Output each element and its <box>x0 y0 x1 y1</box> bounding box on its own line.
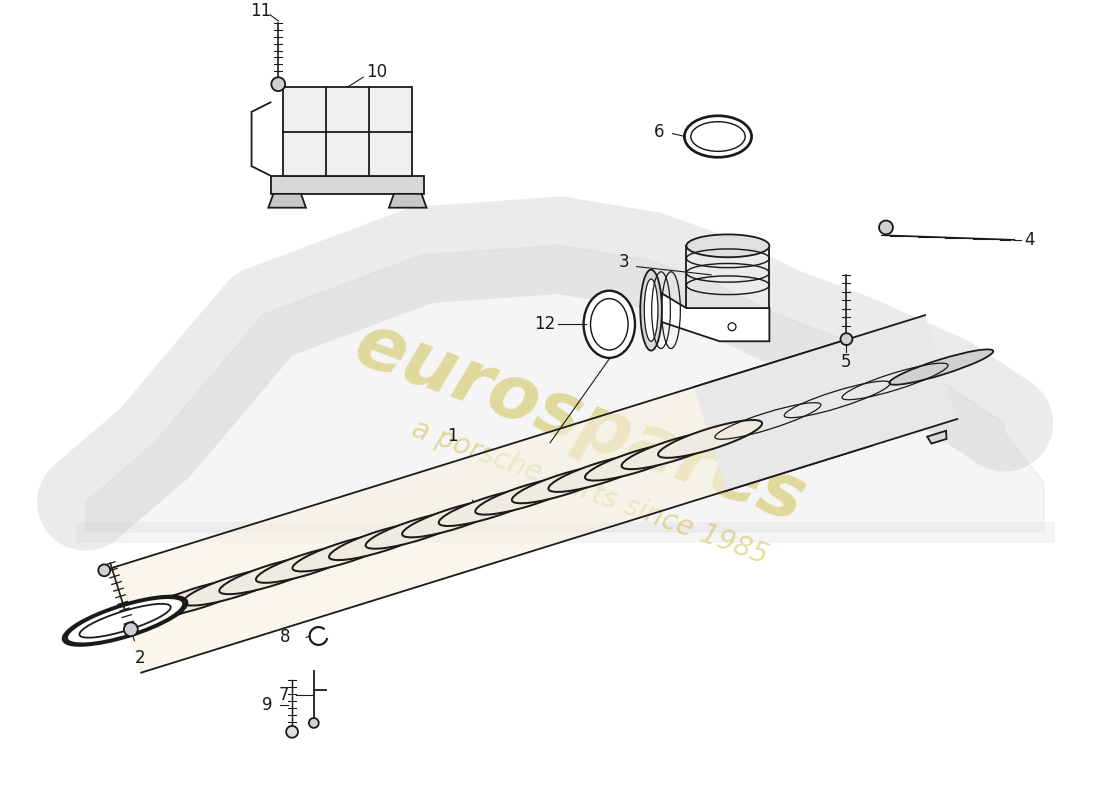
Text: 7: 7 <box>279 686 289 704</box>
Polygon shape <box>109 342 872 673</box>
Ellipse shape <box>146 579 250 617</box>
Ellipse shape <box>73 602 177 640</box>
Ellipse shape <box>585 442 689 481</box>
Polygon shape <box>694 315 957 491</box>
Ellipse shape <box>183 568 287 606</box>
Ellipse shape <box>293 534 396 571</box>
Ellipse shape <box>403 499 506 538</box>
Text: 2: 2 <box>134 649 145 666</box>
Ellipse shape <box>439 488 542 526</box>
Ellipse shape <box>686 234 769 258</box>
Ellipse shape <box>621 431 726 469</box>
Text: eurospares: eurospares <box>344 308 815 538</box>
Polygon shape <box>268 194 306 208</box>
Ellipse shape <box>256 545 360 583</box>
Ellipse shape <box>512 466 616 503</box>
Polygon shape <box>86 246 1044 532</box>
Text: 4: 4 <box>1024 231 1034 249</box>
Circle shape <box>309 718 319 728</box>
Circle shape <box>286 726 298 738</box>
Text: 3: 3 <box>619 254 629 271</box>
Text: 11: 11 <box>250 2 271 20</box>
Text: 5: 5 <box>842 353 851 371</box>
Ellipse shape <box>365 511 470 549</box>
Text: 1: 1 <box>448 427 458 445</box>
Ellipse shape <box>658 420 762 458</box>
Polygon shape <box>272 176 424 194</box>
Ellipse shape <box>645 279 658 342</box>
Circle shape <box>124 622 138 636</box>
Text: 6: 6 <box>653 122 664 141</box>
Ellipse shape <box>219 556 323 594</box>
Ellipse shape <box>329 522 433 560</box>
Bar <box>283 87 411 176</box>
Polygon shape <box>252 102 272 176</box>
Circle shape <box>879 221 893 234</box>
Ellipse shape <box>549 454 652 492</box>
Polygon shape <box>927 430 946 443</box>
Text: 12: 12 <box>535 315 556 334</box>
Text: a porsche parts since 1985: a porsche parts since 1985 <box>407 414 771 570</box>
Ellipse shape <box>110 590 213 628</box>
Polygon shape <box>389 194 427 208</box>
Ellipse shape <box>889 350 993 385</box>
Polygon shape <box>645 283 769 342</box>
Circle shape <box>272 78 285 91</box>
Text: 10: 10 <box>366 63 387 82</box>
Ellipse shape <box>691 122 745 151</box>
Ellipse shape <box>66 598 184 644</box>
Text: 8: 8 <box>280 629 290 646</box>
Ellipse shape <box>475 477 580 514</box>
Ellipse shape <box>640 270 662 350</box>
Ellipse shape <box>584 290 635 358</box>
Text: 9: 9 <box>262 696 273 714</box>
Circle shape <box>728 323 736 330</box>
Circle shape <box>98 564 110 576</box>
Ellipse shape <box>591 298 628 350</box>
Ellipse shape <box>79 604 170 638</box>
Circle shape <box>840 333 852 345</box>
